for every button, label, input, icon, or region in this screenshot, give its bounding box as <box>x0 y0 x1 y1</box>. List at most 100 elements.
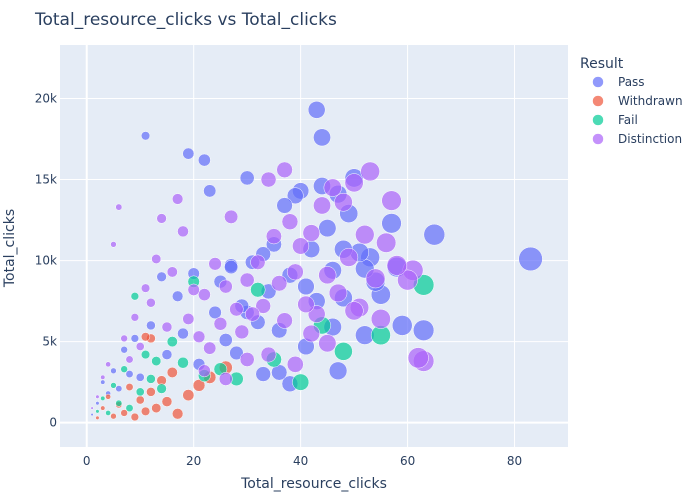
data-point[interactable] <box>120 334 128 343</box>
data-point[interactable] <box>313 128 331 147</box>
data-point[interactable] <box>172 408 184 420</box>
data-point[interactable] <box>166 266 178 278</box>
data-point[interactable] <box>156 383 167 394</box>
data-point[interactable] <box>344 173 364 193</box>
data-point[interactable] <box>239 352 255 367</box>
data-point[interactable] <box>140 131 151 141</box>
data-point[interactable] <box>151 254 162 264</box>
data-point[interactable] <box>120 346 128 354</box>
data-point[interactable] <box>365 268 386 289</box>
data-point[interactable] <box>218 279 233 294</box>
data-point[interactable] <box>192 379 206 392</box>
data-point[interactable] <box>90 413 94 417</box>
data-point[interactable] <box>110 413 117 420</box>
data-point[interactable] <box>130 292 140 301</box>
data-point[interactable] <box>130 412 140 422</box>
data-point[interactable] <box>376 232 397 253</box>
data-point[interactable] <box>140 350 151 360</box>
data-point[interactable] <box>187 283 200 296</box>
data-point[interactable] <box>135 372 145 382</box>
data-point[interactable] <box>276 197 293 214</box>
data-point[interactable] <box>229 302 244 317</box>
data-point[interactable] <box>286 355 304 373</box>
data-point[interactable] <box>166 366 178 378</box>
data-point[interactable] <box>140 332 151 342</box>
legend-item-distinction[interactable]: Distinction <box>592 132 683 146</box>
data-point[interactable] <box>255 298 271 314</box>
data-point[interactable] <box>110 367 117 374</box>
data-point[interactable] <box>100 379 106 385</box>
data-point[interactable] <box>172 193 184 205</box>
data-point[interactable] <box>146 297 156 308</box>
data-point[interactable] <box>146 320 156 331</box>
data-point[interactable] <box>198 153 211 167</box>
data-point[interactable] <box>391 315 413 336</box>
data-point[interactable] <box>244 306 261 322</box>
data-point[interactable] <box>182 389 195 402</box>
data-point[interactable] <box>286 263 304 281</box>
data-point[interactable] <box>276 161 293 178</box>
data-point[interactable] <box>130 313 140 322</box>
data-point[interactable] <box>120 365 128 373</box>
data-point[interactable] <box>208 305 222 320</box>
data-point[interactable] <box>386 255 408 276</box>
legend-item-pass[interactable]: Pass <box>592 75 645 89</box>
data-point[interactable] <box>110 382 117 389</box>
data-point[interactable] <box>355 225 375 245</box>
data-point[interactable] <box>313 196 331 215</box>
data-point[interactable] <box>208 257 222 271</box>
data-point[interactable] <box>115 385 123 393</box>
data-point[interactable] <box>397 269 418 291</box>
data-point[interactable] <box>177 327 189 340</box>
data-point[interactable] <box>90 406 94 410</box>
data-point[interactable] <box>105 361 111 368</box>
data-point[interactable] <box>260 346 277 363</box>
data-point[interactable] <box>100 405 106 411</box>
data-point[interactable] <box>105 410 111 416</box>
data-point[interactable] <box>260 171 277 188</box>
data-point[interactable] <box>334 342 353 361</box>
data-point[interactable] <box>140 406 151 416</box>
data-point[interactable] <box>166 336 178 348</box>
data-point[interactable] <box>177 356 189 369</box>
data-point[interactable] <box>234 324 250 340</box>
data-point[interactable] <box>125 383 134 391</box>
data-point[interactable] <box>213 317 228 331</box>
data-point[interactable] <box>276 312 293 329</box>
data-point[interactable] <box>218 333 233 347</box>
data-point[interactable] <box>229 345 244 361</box>
data-point[interactable] <box>381 213 402 234</box>
data-point[interactable] <box>292 237 310 255</box>
data-point[interactable] <box>224 260 239 275</box>
legend-item-fail[interactable]: Fail <box>592 113 638 127</box>
data-point[interactable] <box>156 213 167 224</box>
data-point[interactable] <box>161 396 173 407</box>
data-point[interactable] <box>146 374 156 384</box>
data-point[interactable] <box>120 409 128 417</box>
data-point[interactable] <box>328 283 348 303</box>
data-point[interactable] <box>140 283 151 293</box>
data-point[interactable] <box>370 309 391 329</box>
data-point[interactable] <box>250 282 266 298</box>
data-point[interactable] <box>177 225 189 238</box>
data-point[interactable] <box>198 364 211 378</box>
legend[interactable]: Result Pass Withdrawn Fail Distinction <box>580 56 683 146</box>
data-point[interactable] <box>239 170 255 186</box>
data-point[interactable] <box>100 374 106 380</box>
data-point[interactable] <box>239 272 255 288</box>
data-point[interactable] <box>100 395 106 401</box>
data-point[interactable] <box>135 395 145 405</box>
data-point[interactable] <box>302 324 321 343</box>
data-point[interactable] <box>323 178 342 197</box>
data-point[interactable] <box>297 277 315 296</box>
data-point[interactable] <box>286 187 304 205</box>
data-point[interactable] <box>318 334 337 353</box>
data-point[interactable] <box>95 401 100 406</box>
data-point[interactable] <box>135 387 145 397</box>
data-point[interactable] <box>423 223 446 246</box>
data-point[interactable] <box>203 341 217 355</box>
data-point[interactable] <box>115 203 123 211</box>
data-point[interactable] <box>110 241 117 248</box>
data-point[interactable] <box>95 415 100 420</box>
data-point[interactable] <box>413 319 435 341</box>
